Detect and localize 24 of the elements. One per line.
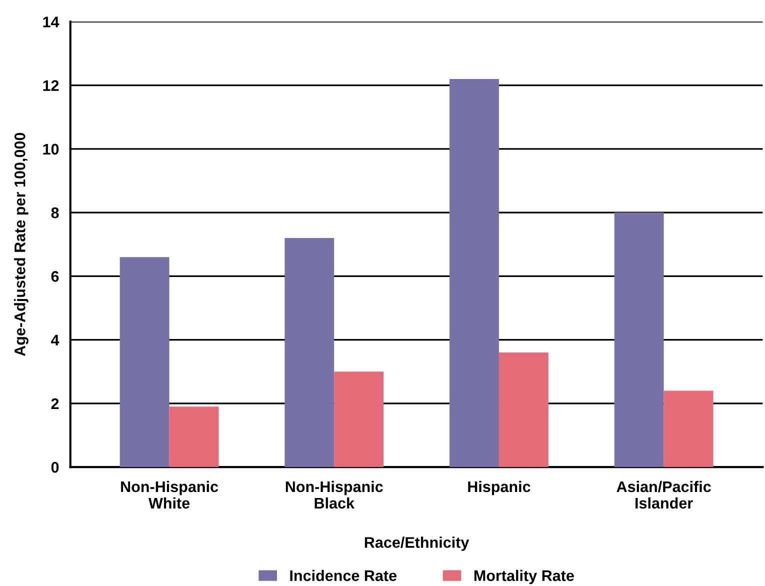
y-tick-label: 0	[51, 462, 59, 473]
y-tick-label: 6	[51, 271, 59, 282]
bar	[334, 372, 384, 468]
x-tick-label: Hispanic	[468, 480, 530, 496]
x-tick-label: Non-Hispanic Black	[286, 480, 383, 509]
bar	[498, 352, 548, 468]
bar	[614, 212, 664, 468]
legend-label: Mortality Rate	[474, 570, 574, 584]
bar	[284, 238, 334, 468]
y-tick-label: 12	[43, 80, 59, 91]
y-tick-label: 14	[43, 16, 60, 28]
y-tick-label: 2	[51, 398, 59, 409]
x-tick-label: Non-Hispanic White	[121, 480, 218, 509]
y-tick-label: 10	[43, 144, 59, 155]
x-axis-title: Race/Ethnicity	[364, 536, 470, 551]
y-axis-title: Age-Adjusted Rate per 100,000	[14, 132, 28, 356]
bar	[169, 406, 219, 468]
legend-label: Incidence Rate	[290, 570, 397, 582]
bar	[120, 257, 170, 468]
x-tick-label: Asian/Pacific Islander	[616, 480, 711, 509]
bar	[450, 78, 499, 468]
y-tick-label: 4	[51, 334, 60, 346]
bar	[664, 390, 714, 468]
y-tick-label: 8	[51, 207, 59, 218]
